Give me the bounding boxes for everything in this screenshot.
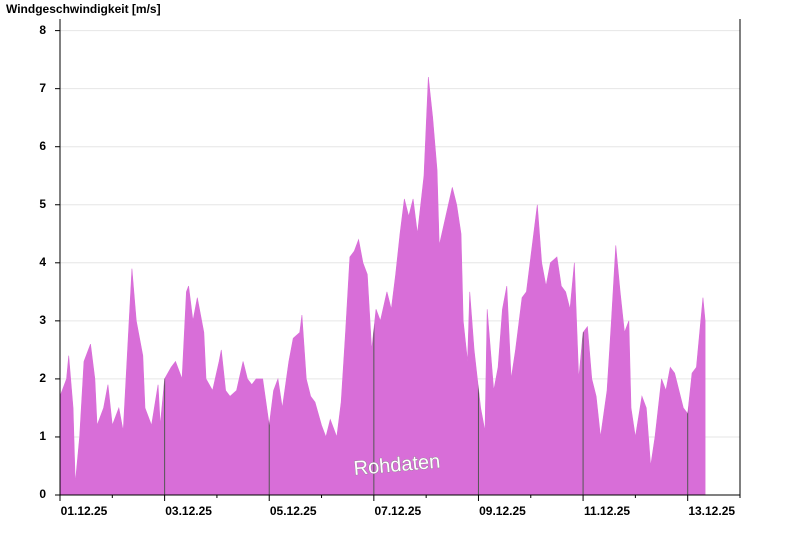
chart-title: Windgeschwindigkeit [m/s] bbox=[6, 2, 161, 16]
watermark: Rohdaten bbox=[353, 451, 441, 480]
y-tick-label: 1 bbox=[39, 429, 46, 443]
y-tick-label: 6 bbox=[39, 139, 46, 153]
background-layer bbox=[59, 30, 740, 496]
x-tick-label: 09.12.25 bbox=[479, 504, 526, 518]
y-tick-label: 8 bbox=[39, 23, 46, 37]
x-tick-label: 03.12.25 bbox=[165, 504, 212, 518]
wind-area bbox=[59, 77, 706, 496]
y-tick-label: 4 bbox=[39, 255, 46, 269]
y-tick-label: 3 bbox=[39, 313, 46, 327]
x-tick-label: 01.12.25 bbox=[61, 504, 108, 518]
y-tick-label: 7 bbox=[39, 81, 46, 95]
y-tick-label: 5 bbox=[39, 197, 46, 211]
x-tick-label: 07.12.25 bbox=[374, 504, 421, 518]
y-tick-label: 2 bbox=[39, 371, 46, 385]
x-tick-label: 11.12.25 bbox=[584, 504, 630, 518]
y-tick-label: 0 bbox=[39, 487, 46, 501]
x-tick-label: 05.12.25 bbox=[270, 504, 317, 518]
x-tick-label: 13.12.25 bbox=[688, 504, 735, 518]
